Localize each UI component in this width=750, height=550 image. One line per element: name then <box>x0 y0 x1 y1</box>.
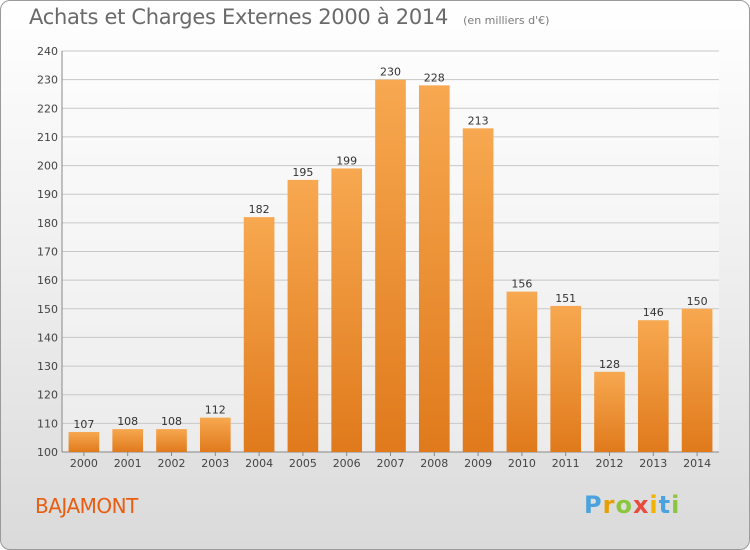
location-label: BAJAMONT <box>35 494 138 518</box>
chart-title: Achats et Charges Externes 2000 à 2014 <box>29 5 449 29</box>
brand-logo-letter: o <box>615 491 633 519</box>
x-tick-label: 2008 <box>420 457 448 470</box>
bar <box>594 371 625 452</box>
brand-logo-letter: P <box>584 491 603 519</box>
x-tick-label: 2011 <box>552 457 580 470</box>
bar-value-label: 108 <box>161 415 182 428</box>
bar-value-label: 146 <box>643 306 664 319</box>
x-tick-label: 2004 <box>245 457 273 470</box>
bar <box>418 85 450 452</box>
y-tick-label: 200 <box>37 160 58 173</box>
x-tick-label: 2007 <box>377 457 405 470</box>
x-tick-label: 2000 <box>70 457 98 470</box>
bar <box>331 168 363 452</box>
chart-subtitle: (en milliers d'€) <box>463 14 550 27</box>
bar-value-label: 107 <box>73 418 94 431</box>
brand-logo: Proxiti <box>584 491 680 519</box>
y-tick-label: 120 <box>37 389 58 402</box>
x-tick-label: 2010 <box>508 457 536 470</box>
y-tick-label: 230 <box>37 74 58 87</box>
chart-header: Achats et Charges Externes 2000 à 2014 (… <box>29 5 549 29</box>
brand-logo-letter: x <box>632 491 650 519</box>
bar <box>681 308 713 452</box>
y-tick-label: 190 <box>37 188 58 201</box>
bar-value-label: 213 <box>468 114 489 127</box>
brand-logo-letter: t <box>658 491 672 519</box>
bar <box>375 79 406 453</box>
bar-value-label: 230 <box>380 66 401 79</box>
bar-value-label: 151 <box>555 292 576 305</box>
y-tick-label: 130 <box>37 360 58 373</box>
bar <box>637 320 669 452</box>
x-tick-label: 2013 <box>639 457 667 470</box>
y-tick-label: 140 <box>37 331 58 344</box>
x-tick-label: 2001 <box>114 457 142 470</box>
bar-value-label: 156 <box>511 278 532 291</box>
x-tick-label: 2005 <box>289 457 317 470</box>
bar-value-label: 195 <box>292 166 313 179</box>
x-tick-label: 2014 <box>683 457 711 470</box>
bar-value-label: 199 <box>336 154 357 167</box>
y-tick-label: 150 <box>37 303 58 316</box>
x-tick-label: 2012 <box>596 457 624 470</box>
bar <box>199 417 231 452</box>
y-tick-label: 160 <box>37 274 58 287</box>
bar <box>112 429 144 452</box>
bar <box>550 305 582 452</box>
bar-value-label: 128 <box>599 358 620 371</box>
x-tick-label: 2006 <box>333 457 361 470</box>
x-tick-label: 2009 <box>464 457 492 470</box>
y-tick-label: 240 <box>37 45 58 58</box>
brand-logo-letter: i <box>671 491 681 519</box>
bar <box>506 291 538 452</box>
bar <box>68 431 100 452</box>
y-tick-label: 170 <box>37 246 58 259</box>
y-tick-label: 110 <box>37 417 58 430</box>
x-tick-label: 2003 <box>201 457 229 470</box>
bar <box>287 179 319 452</box>
bar-value-label: 182 <box>249 203 270 216</box>
brand-logo-letter: r <box>602 491 616 519</box>
y-tick-label: 210 <box>37 131 58 144</box>
x-tick-label: 2002 <box>158 457 186 470</box>
brand-logo-letter: i <box>649 491 659 519</box>
bar-value-label: 112 <box>205 404 226 417</box>
bar <box>156 429 187 452</box>
bar-value-label: 228 <box>424 71 445 84</box>
bar <box>243 217 275 452</box>
y-tick-label: 100 <box>37 446 58 459</box>
bar-value-label: 150 <box>687 295 708 308</box>
y-tick-label: 180 <box>37 217 58 230</box>
y-tick-label: 220 <box>37 102 58 115</box>
bar <box>462 128 494 452</box>
bar-value-label: 108 <box>117 415 138 428</box>
